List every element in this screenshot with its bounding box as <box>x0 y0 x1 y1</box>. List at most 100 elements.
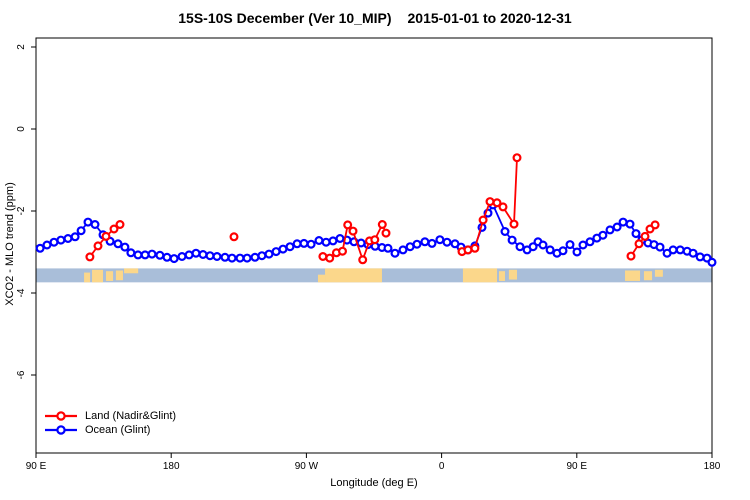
ocean-data-point <box>390 248 400 258</box>
ocean-data-point <box>147 249 157 259</box>
ocean-data-point <box>285 242 295 252</box>
ocean-data-point <box>655 242 665 252</box>
ocean-data-point <box>278 244 288 254</box>
land-data-point <box>358 255 368 265</box>
ocean-data-point <box>500 227 510 237</box>
map-strip-land-patch <box>654 269 663 277</box>
ocean-data-point <box>220 252 230 262</box>
ocean-data-point <box>572 247 582 257</box>
ocean-data-point <box>205 251 215 261</box>
ocean-data-point <box>668 245 678 255</box>
land-data-point <box>115 220 125 230</box>
map-strip-land-patch <box>462 268 498 283</box>
ocean-data-point <box>335 234 345 244</box>
ocean-data-point <box>140 250 150 260</box>
ocean-data-point <box>76 226 86 236</box>
ocean-data-point <box>612 222 622 232</box>
x-tick-label: 90 E <box>567 461 588 472</box>
land-data-point <box>85 252 95 262</box>
ocean-data-point <box>70 232 80 242</box>
map-strip-land-patch <box>115 270 123 281</box>
ocean-data-point <box>383 243 393 253</box>
map-strip-land-patch <box>625 270 641 281</box>
land-data-point <box>348 226 358 236</box>
ocean-data-point <box>631 229 641 239</box>
ocean-data-point <box>162 252 172 262</box>
land-data-point <box>370 235 380 245</box>
ocean-data-point <box>227 253 237 263</box>
land-data-point <box>485 197 495 207</box>
ocean-data-point <box>63 234 73 244</box>
ocean-data-point <box>155 250 165 260</box>
ocean-data-point <box>578 240 588 250</box>
ocean-data-point <box>695 252 705 262</box>
y-tick-label: -4 <box>16 288 27 297</box>
ocean-data-point <box>675 245 685 255</box>
ocean-data-point <box>83 217 93 227</box>
ocean-data-point <box>558 246 568 256</box>
y-axis-title: XCO2 - MLO trend (ppm) <box>4 182 16 306</box>
land-data-point <box>634 239 644 249</box>
land-data-point <box>381 228 391 238</box>
ocean-data-point <box>292 239 302 249</box>
ocean-data-point <box>598 230 608 240</box>
ocean-data-point <box>328 236 338 246</box>
ocean-data-point <box>321 237 331 247</box>
ocean-data-point <box>412 239 422 249</box>
land-data-point <box>325 253 335 263</box>
ocean-data-point <box>314 236 324 246</box>
x-tick-label: 90 W <box>295 461 319 472</box>
ocean-data-point <box>565 240 575 250</box>
ocean-data-point <box>184 250 194 260</box>
map-strip-land-patch <box>92 269 103 283</box>
land-data-point <box>101 231 111 241</box>
ocean-data-point <box>242 253 252 263</box>
chart-title-main: 15S-10S December (Ver 10_MIP) <box>178 10 392 26</box>
land-data-point <box>509 219 519 229</box>
map-strip-land-patch <box>84 272 91 283</box>
ocean-data-point <box>507 235 517 245</box>
ocean-data-point <box>427 238 437 248</box>
y-tick-label: 0 <box>16 126 27 132</box>
ocean-data-point <box>235 253 245 263</box>
chart-title-dates: 2015-01-01 to 2020-12-31 <box>407 10 572 26</box>
land-data-point <box>109 224 119 234</box>
ocean-data-point <box>133 250 143 260</box>
land-series-marker-icon <box>45 411 77 421</box>
land-data-point <box>640 231 650 241</box>
ocean-data-point <box>625 219 635 229</box>
ocean-data-point <box>398 245 408 255</box>
land-data-point <box>93 241 103 251</box>
land-data-point <box>492 198 502 208</box>
land-data-point <box>343 220 353 230</box>
map-strip-land-patch <box>106 271 114 281</box>
ocean-data-point <box>120 242 130 252</box>
ocean-data-point <box>198 250 208 260</box>
ocean-data-point <box>113 239 123 249</box>
legend-label-land: Land (Nadir&Glint) <box>85 410 177 422</box>
ocean-data-point <box>515 242 525 252</box>
legend: Land (Nadir&Glint) Ocean (Glint) <box>44 409 176 437</box>
ocean-data-point <box>528 242 538 252</box>
y-tick-label: 2 <box>16 44 27 50</box>
x-tick-label: 0 <box>439 461 445 472</box>
land-data-point <box>470 243 480 253</box>
plot-box <box>35 37 713 454</box>
ocean-data-point <box>264 249 274 259</box>
ocean-data-point <box>420 237 430 247</box>
ocean-data-point <box>271 247 281 257</box>
land-data-point <box>498 202 508 212</box>
ocean-data-point <box>299 238 309 248</box>
x-tick-label: 90 E <box>26 461 47 472</box>
map-strip-land-patch <box>498 271 505 281</box>
map-strip-land-patch <box>325 268 382 283</box>
ocean-data-point <box>538 240 548 250</box>
ocean-data-point <box>126 248 136 258</box>
ocean-data-point <box>707 257 717 267</box>
ocean-data-point <box>191 248 201 258</box>
ocean-series-marker-icon <box>45 425 77 435</box>
ocean-data-point <box>585 237 595 247</box>
legend-item-land: Land (Nadir&Glint) <box>44 409 176 423</box>
ocean-data-point <box>545 245 555 255</box>
